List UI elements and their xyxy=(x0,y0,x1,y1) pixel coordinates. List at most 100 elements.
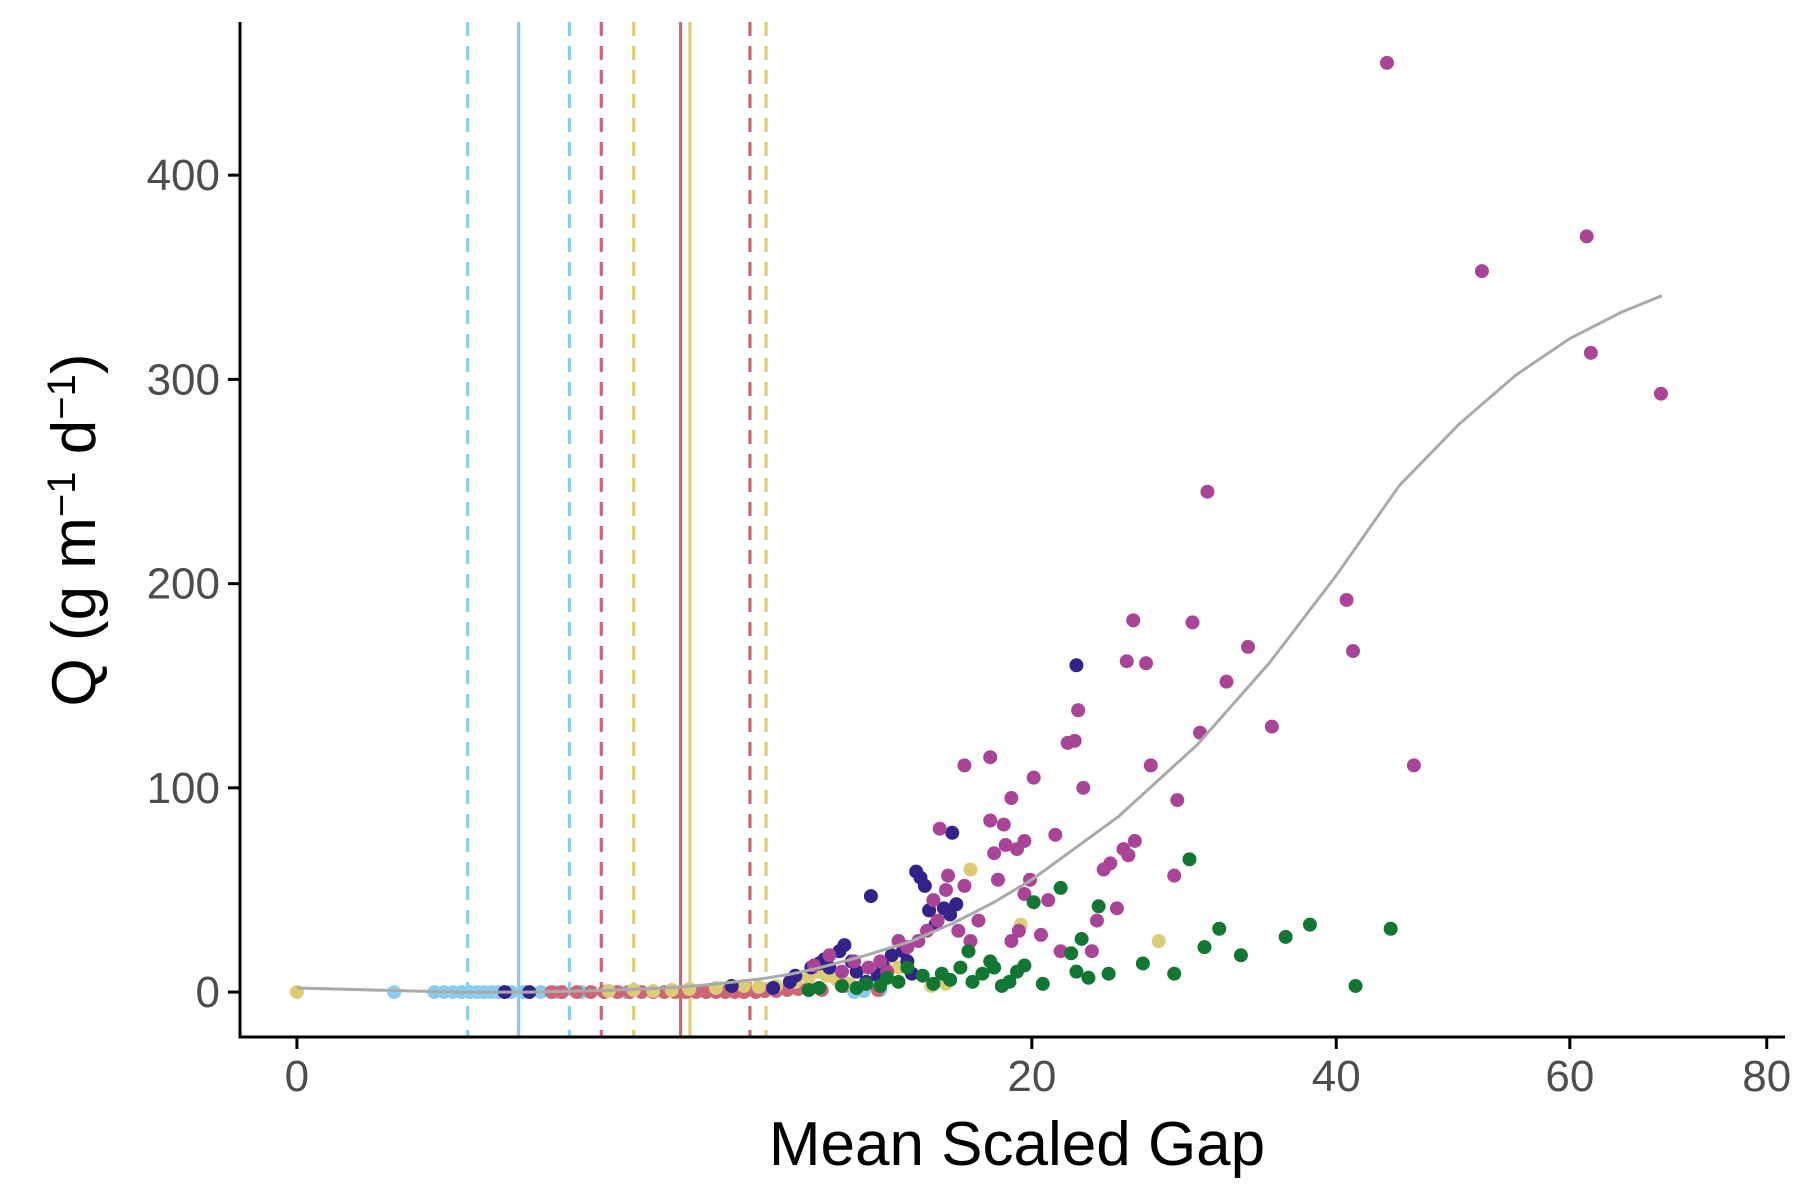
data-point-s3-21 xyxy=(963,862,978,877)
data-point-s3-5 xyxy=(664,983,679,998)
y-tick-label-300: 300 xyxy=(147,355,220,404)
data-point-s5-2 xyxy=(822,948,837,963)
data-point-s5-48 xyxy=(1109,901,1124,916)
data-point-s6-34 xyxy=(1167,966,1182,981)
data-point-s5-14 xyxy=(938,882,953,897)
data-point-s6-33 xyxy=(1135,956,1150,971)
data-point-s5-26 xyxy=(998,838,1013,853)
data-point-s5-31 xyxy=(1004,934,1019,949)
data-point-s5-71 xyxy=(1653,386,1668,401)
x-axis-title: Mean Scaled Gap xyxy=(769,1110,1265,1179)
data-point-s6-31 xyxy=(1091,899,1106,914)
data-point-s6-1 xyxy=(801,983,816,998)
data-point-s5-50 xyxy=(1121,848,1136,863)
y-axis-title-superscript: −1 xyxy=(40,374,84,420)
data-point-s4-32 xyxy=(1069,658,1084,673)
x-tick-label-20: 20 xyxy=(1007,1052,1056,1101)
data-point-s5-51 xyxy=(1127,833,1142,848)
data-point-s6-11 xyxy=(926,976,941,991)
data-point-s5-52 xyxy=(1126,613,1141,628)
data-point-s5-65 xyxy=(1345,644,1360,659)
y-tick-label-100: 100 xyxy=(147,764,220,813)
data-point-s6-15 xyxy=(961,944,976,959)
data-point-s4-31 xyxy=(945,825,960,840)
data-point-s6-19 xyxy=(987,960,1002,975)
data-point-s1-1 xyxy=(387,985,402,1000)
fit-curve-group xyxy=(296,294,1663,994)
data-point-s5-47 xyxy=(1103,856,1118,871)
data-point-s6-32 xyxy=(1101,966,1116,981)
data-point-s5-17 xyxy=(951,923,966,938)
y-axis-title: Q (g m−1 d−1) xyxy=(40,353,109,706)
data-point-s6-3 xyxy=(834,978,849,993)
data-point-s6-39 xyxy=(1278,929,1293,944)
data-point-s3-23 xyxy=(1151,934,1166,949)
data-point-s6-26 xyxy=(1053,880,1068,895)
data-point-s5-30 xyxy=(1017,833,1032,848)
data-point-s6-25 xyxy=(1035,976,1050,991)
data-point-s6-14 xyxy=(953,960,968,975)
data-points xyxy=(289,55,1668,1000)
data-point-s6-8 xyxy=(891,974,906,989)
data-point-s5-16 xyxy=(941,868,956,883)
data-point-s5-20 xyxy=(971,913,986,928)
data-point-s4-30 xyxy=(949,897,964,912)
data-point-s5-60 xyxy=(1200,484,1215,499)
data-point-s5-18 xyxy=(957,878,972,893)
data-point-s6-23 xyxy=(1017,958,1032,973)
data-point-s5-27 xyxy=(996,817,1011,832)
data-point-s5-70 xyxy=(1583,345,1598,360)
data-point-s4-19 xyxy=(884,948,899,963)
data-point-s4-16 xyxy=(863,889,878,904)
data-point-s5-58 xyxy=(1185,615,1200,630)
y-tick-label-0: 0 xyxy=(196,968,220,1017)
data-point-s3-4 xyxy=(646,984,661,999)
y-axis-title-text: Q (g m xyxy=(40,517,109,706)
axes: 0 100 200 300 400 0 20 40 60 80 xyxy=(147,22,1791,1101)
data-point-s6-27 xyxy=(1064,946,1079,961)
data-point-s4-25 xyxy=(917,878,932,893)
data-point-s6-30 xyxy=(1081,970,1096,985)
data-point-s5-33 xyxy=(1017,887,1032,902)
data-point-s6-41 xyxy=(1348,978,1363,993)
reference-lines xyxy=(466,22,768,1037)
data-point-s5-45 xyxy=(1089,913,1104,928)
data-point-s5-13 xyxy=(930,913,945,928)
data-point-s5-35 xyxy=(1026,770,1041,785)
data-point-s6-16 xyxy=(965,974,980,989)
data-point-s6-40 xyxy=(1302,917,1317,932)
y-axis-title-text: ) xyxy=(40,353,109,374)
data-point-s5-24 xyxy=(990,872,1005,887)
data-point-s5-43 xyxy=(1076,780,1091,795)
data-point-s5-41 xyxy=(1067,733,1082,748)
data-point-s6-7 xyxy=(880,970,895,985)
data-point-s5-21 xyxy=(957,758,972,773)
data-point-s6-35 xyxy=(1182,852,1197,867)
data-point-s5-56 xyxy=(1167,868,1182,883)
data-point-s5-28 xyxy=(1004,791,1019,806)
data-point-s6-36 xyxy=(1197,940,1212,955)
data-point-s6-29 xyxy=(1074,931,1089,946)
y-axis-title-text: d xyxy=(40,420,109,472)
data-point-s5-32 xyxy=(1011,923,1026,938)
data-point-s4-29 xyxy=(943,907,958,922)
data-point-s6-13 xyxy=(943,972,958,987)
data-point-s5-36 xyxy=(1033,927,1048,942)
data-point-s5-3 xyxy=(834,964,849,979)
data-point-s5-55 xyxy=(1143,758,1158,773)
data-point-s5-69 xyxy=(1579,229,1594,244)
data-point-s5-25 xyxy=(987,846,1002,861)
data-point-s3-6 xyxy=(682,982,697,997)
data-point-s6-38 xyxy=(1233,948,1248,963)
data-point-s5-62 xyxy=(1241,639,1256,654)
data-point-s5-64 xyxy=(1339,592,1354,607)
x-tick-label-40: 40 xyxy=(1312,1052,1361,1101)
data-point-s5-67 xyxy=(1406,758,1421,773)
data-point-s6-17 xyxy=(975,966,990,981)
data-point-s5-57 xyxy=(1170,793,1185,808)
data-point-s5-12 xyxy=(926,893,941,908)
data-point-s5-22 xyxy=(983,750,998,765)
x-tick-label-80: 80 xyxy=(1742,1052,1791,1101)
x-tick-label-0: 0 xyxy=(285,1052,309,1101)
